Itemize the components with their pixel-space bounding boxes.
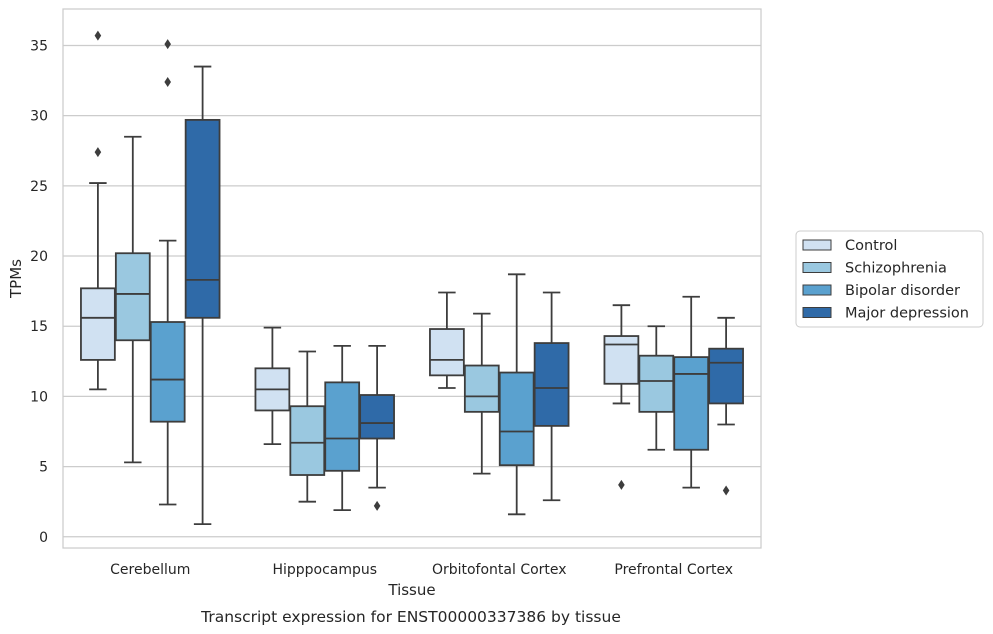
legend-label: Major depression — [845, 306, 969, 322]
box — [149, 39, 186, 506]
box — [324, 344, 361, 512]
legend-label: Bipolar disorder — [845, 283, 960, 299]
box — [708, 316, 744, 496]
y-tick-label: 10 — [30, 389, 48, 405]
box-body — [324, 381, 361, 472]
box — [429, 291, 465, 389]
box-body — [708, 347, 744, 405]
box — [673, 295, 710, 489]
outlier-point — [373, 500, 381, 511]
series-control — [80, 30, 640, 490]
legend-item: Schizophrenia — [802, 261, 947, 277]
y-tick-label: 25 — [30, 179, 48, 195]
outlier-point — [94, 147, 102, 158]
plot-frame — [62, 8, 762, 549]
box — [463, 312, 500, 475]
legend-swatch — [802, 262, 832, 273]
box — [498, 273, 535, 516]
x-axis-label: Tissue — [387, 581, 435, 599]
box — [359, 344, 395, 511]
box-body — [184, 118, 221, 319]
y-axis-ticks: 0 5 10 15 20 25 30 35 — [30, 38, 48, 545]
x-tick-label: Hipppocampus — [272, 562, 377, 578]
legend-swatch — [802, 239, 832, 251]
box — [80, 30, 116, 391]
x-tick-label: Prefrontal Cortex — [614, 562, 733, 578]
series-bipolar-disorder — [149, 39, 710, 516]
box-body — [638, 354, 675, 413]
outlier-point — [618, 479, 625, 490]
legend-item: Control — [802, 238, 897, 254]
box — [289, 350, 326, 503]
outlier-point — [94, 30, 102, 41]
x-axis-ticks: Cerebellum Hipppocampus Orbitofontal Corte… — [110, 562, 733, 578]
box — [603, 304, 640, 490]
box-series — [80, 30, 744, 526]
box-body — [289, 405, 326, 476]
outlier-point — [164, 76, 171, 87]
box — [638, 325, 675, 451]
box-body — [149, 321, 186, 423]
y-tick-label: 15 — [30, 319, 48, 335]
box-body — [603, 335, 640, 385]
box — [254, 326, 291, 446]
outlier-point — [164, 39, 171, 50]
series-major-depression — [184, 65, 744, 526]
legend-item: Major depression — [802, 306, 969, 322]
box — [114, 135, 151, 464]
box-body — [114, 252, 151, 342]
y-tick-label: 35 — [30, 38, 48, 54]
legend: Control Schizophrenia Bipolar disorder Majo… — [795, 230, 984, 328]
box — [533, 291, 570, 502]
legend-item: Bipolar disorder — [802, 283, 960, 299]
outlier-point — [722, 485, 730, 496]
box-body — [359, 394, 395, 440]
box-body — [533, 342, 570, 427]
y-tick-label: 5 — [39, 460, 48, 476]
box-body — [429, 328, 465, 377]
legend-label: Control — [845, 238, 897, 254]
box — [184, 65, 221, 526]
box-body — [80, 287, 116, 361]
legend-swatch — [802, 284, 832, 296]
legend-frame — [795, 230, 984, 328]
series-schizophrenia — [114, 135, 675, 503]
y-tick-label: 20 — [30, 249, 48, 265]
x-tick-label: Orbitofontal Cortex — [432, 562, 567, 578]
y-axis-label: TPMs — [7, 259, 25, 299]
chart-caption: Transcript expression for ENST0000033738… — [200, 608, 621, 626]
y-tick-label: 0 — [39, 530, 48, 546]
box-body — [463, 364, 500, 413]
box-body — [498, 371, 535, 467]
y-tick-label: 30 — [30, 109, 48, 125]
x-tick-label: Cerebellum — [110, 562, 190, 578]
box-body — [673, 356, 710, 451]
legend-swatch — [802, 307, 832, 318]
legend-label: Schizophrenia — [845, 261, 947, 277]
